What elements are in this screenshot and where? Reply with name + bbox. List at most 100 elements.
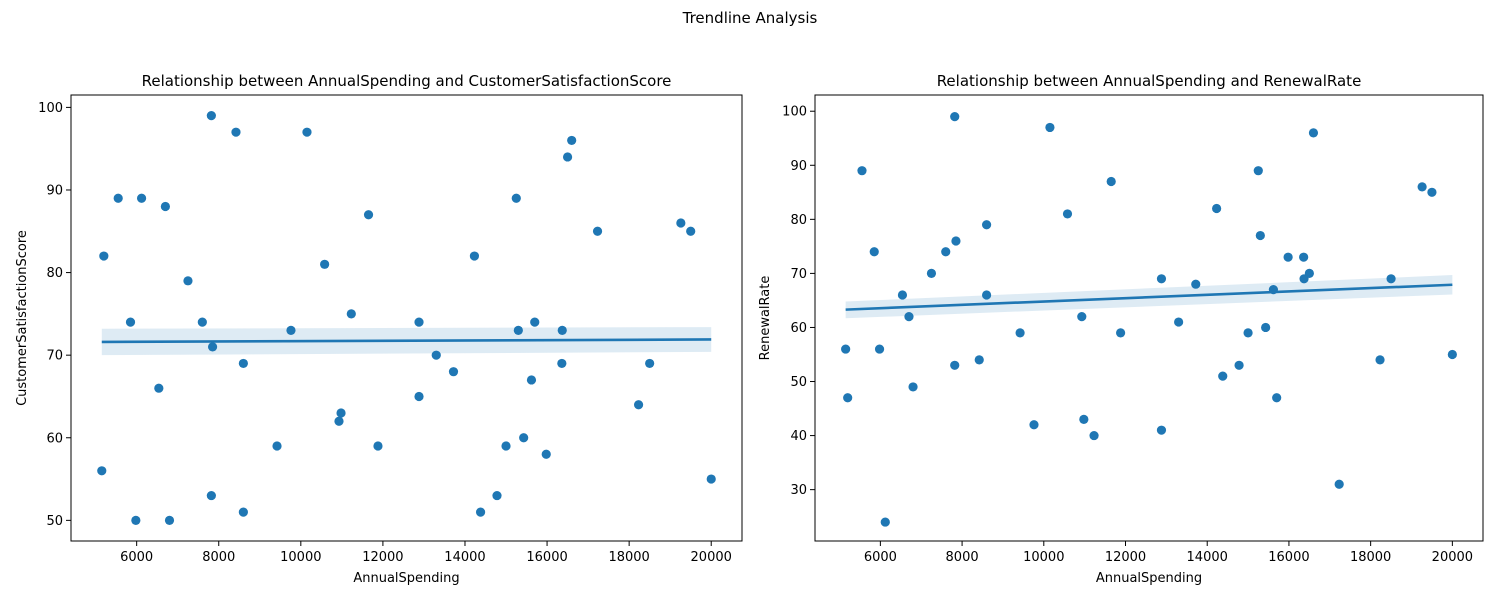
trend-line	[101, 338, 712, 344]
y-tick-label: 50	[790, 375, 807, 390]
chart-title: Relationship between AnnualSpending and …	[142, 72, 672, 90]
y-tick-label: 90	[790, 159, 807, 174]
data-point	[99, 251, 109, 261]
data-point	[334, 416, 344, 426]
data-point	[1283, 252, 1293, 262]
data-point	[1447, 349, 1457, 360]
y-tick-label: 70	[46, 349, 63, 364]
data-point	[841, 344, 851, 354]
data-point	[981, 220, 992, 230]
data-point	[1234, 360, 1244, 370]
data-point	[857, 166, 867, 176]
data-point	[448, 367, 459, 377]
data-point	[874, 344, 885, 354]
data-point	[414, 317, 424, 327]
data-point	[206, 490, 216, 501]
data-point	[557, 358, 567, 369]
x-tick-label: 16000	[526, 550, 567, 565]
x-tick-label: 20000	[1432, 550, 1473, 565]
data-point	[557, 325, 567, 335]
data-point	[373, 441, 383, 451]
chart-panel-2: Relationship between AnnualSpending and …	[758, 72, 1484, 586]
x-tick-label: 6000	[120, 550, 153, 565]
data-point	[475, 507, 486, 517]
data-point	[1079, 414, 1089, 424]
data-point	[1253, 166, 1263, 176]
x-tick-label: 12000	[1105, 550, 1146, 565]
data-point	[414, 391, 424, 402]
x-tick-label: 14000	[444, 550, 485, 565]
figure-suptitle: Trendline Analysis	[682, 9, 818, 27]
data-point	[1174, 317, 1184, 327]
data-point	[1304, 268, 1314, 278]
data-point	[843, 393, 853, 403]
data-point	[530, 317, 540, 327]
y-axis-label: RenewalRate	[758, 276, 773, 361]
data-point	[592, 226, 603, 236]
y-tick-label: 60	[790, 321, 807, 336]
data-point	[136, 193, 147, 203]
data-point	[1116, 328, 1126, 338]
y-tick-label: 60	[46, 431, 63, 446]
data-point	[1077, 312, 1087, 322]
data-point	[1255, 230, 1265, 241]
y-tick-label: 100	[38, 101, 63, 116]
data-point	[238, 507, 248, 517]
data-point	[1417, 182, 1427, 192]
data-point	[1218, 371, 1228, 381]
x-tick-label: 12000	[362, 550, 403, 565]
data-point	[164, 515, 175, 525]
data-point	[154, 383, 164, 393]
data-point	[1015, 328, 1025, 338]
x-tick-label: 18000	[1350, 550, 1391, 565]
data-point	[633, 400, 644, 410]
data-point	[469, 251, 480, 261]
y-tick-label: 40	[790, 429, 807, 444]
data-point	[492, 490, 502, 501]
data-point	[1308, 128, 1319, 138]
y-tick-label: 70	[790, 267, 807, 282]
data-point	[567, 135, 577, 146]
data-point	[1106, 176, 1116, 187]
data-point	[941, 247, 951, 257]
data-point	[207, 342, 218, 352]
x-tick-label: 10000	[1023, 550, 1064, 565]
data-point	[1089, 430, 1099, 441]
data-point	[1375, 355, 1385, 365]
data-point	[302, 127, 312, 137]
data-point	[562, 152, 573, 162]
data-point	[231, 127, 241, 137]
data-point	[513, 325, 523, 335]
data-point	[686, 226, 696, 236]
trend-line	[845, 283, 1453, 311]
y-tick-label: 80	[790, 213, 807, 228]
data-point	[1029, 420, 1039, 430]
data-point	[1272, 393, 1282, 403]
data-point	[1156, 425, 1167, 435]
data-point	[950, 112, 960, 122]
data-point	[97, 466, 107, 476]
data-point	[346, 309, 356, 319]
data-point	[160, 201, 170, 212]
chart-title: Relationship between AnnualSpending and …	[937, 72, 1362, 90]
axes-frame	[70, 94, 743, 542]
data-point	[1261, 322, 1271, 333]
x-tick-label: 20000	[691, 550, 732, 565]
data-point	[526, 375, 537, 385]
data-point	[1334, 479, 1344, 489]
data-point	[1243, 328, 1253, 338]
data-point	[1191, 279, 1201, 289]
data-point	[1062, 209, 1073, 219]
chart-panel-1: Relationship between AnnualSpending and …	[15, 72, 743, 586]
data-point	[183, 276, 193, 286]
data-point	[1156, 274, 1167, 284]
data-point	[197, 317, 207, 327]
x-tick-label: 10000	[280, 550, 321, 565]
data-point	[501, 441, 511, 451]
data-point	[869, 247, 879, 257]
data-point	[363, 210, 374, 220]
y-tick-label: 90	[46, 183, 63, 198]
data-point	[880, 517, 890, 527]
data-point	[206, 111, 216, 121]
y-tick-label: 100	[782, 105, 807, 120]
